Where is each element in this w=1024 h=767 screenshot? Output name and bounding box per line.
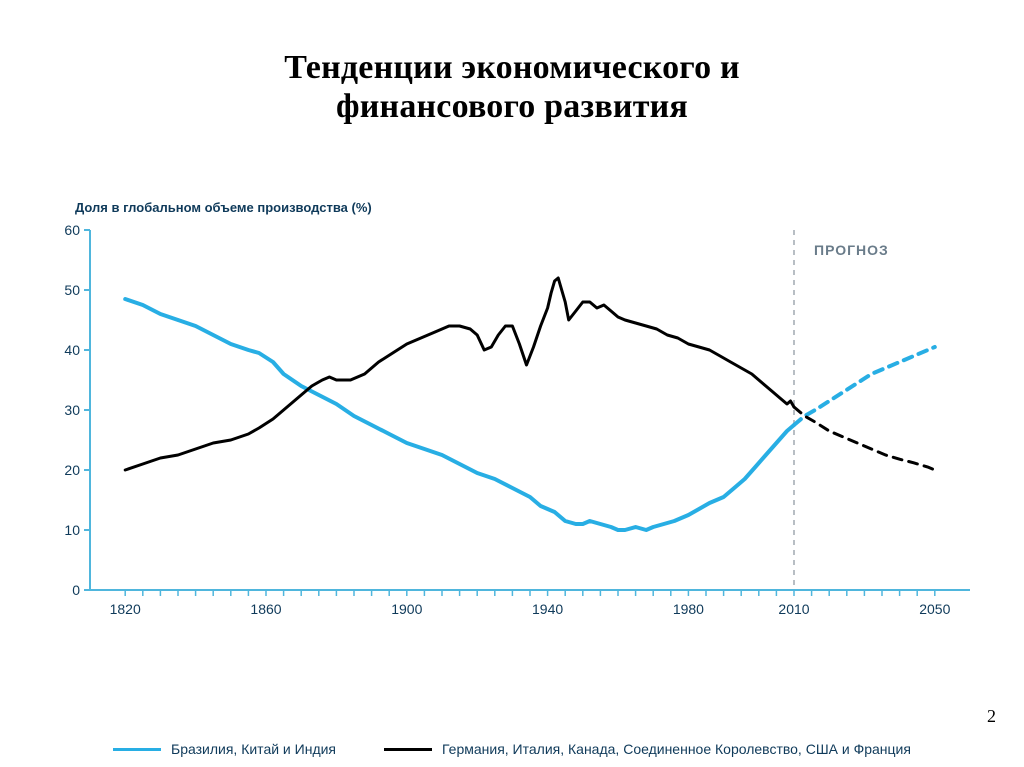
legend-label: Германия, Италия, Канада, Соединенное Ко… <box>442 741 911 757</box>
legend-swatch <box>384 748 432 751</box>
chart-area: 0 10 20 30 40 50 60 1820 1860 1900 1940 1980 2010 205… <box>50 220 980 640</box>
legend-item-emerging: Бразилия, Китай и Индия <box>113 741 336 757</box>
page-number: 2 <box>987 706 996 727</box>
legend-label: Бразилия, Китай и Индия <box>171 741 336 757</box>
svg-text:2010: 2010 <box>778 601 809 617</box>
chart-subtitle: Доля в глобальном объеме производства (%… <box>75 200 372 215</box>
svg-text:2050: 2050 <box>919 601 950 617</box>
svg-text:30: 30 <box>64 402 80 418</box>
slide-title: Тенденции экономического и финансового р… <box>0 48 1024 126</box>
legend-item-advanced: Германия, Италия, Канада, Соединенное Ко… <box>384 741 911 757</box>
svg-text:40: 40 <box>64 342 80 358</box>
svg-text:1900: 1900 <box>391 601 422 617</box>
svg-text:1940: 1940 <box>532 601 563 617</box>
svg-text:1820: 1820 <box>110 601 141 617</box>
legend-swatch <box>113 748 161 751</box>
forecast-label: ПРОГНОЗ <box>814 242 889 258</box>
svg-text:10: 10 <box>64 522 80 538</box>
svg-text:60: 60 <box>64 222 80 238</box>
svg-text:1980: 1980 <box>673 601 704 617</box>
chart-svg: 0 10 20 30 40 50 60 1820 1860 1900 1940 1980 2010 205… <box>50 220 980 640</box>
svg-text:0: 0 <box>72 582 80 598</box>
svg-text:1860: 1860 <box>250 601 281 617</box>
title-line-2: финансового развития <box>336 88 688 125</box>
svg-text:50: 50 <box>64 282 80 298</box>
title-line-1: Тенденции экономического и <box>284 49 740 86</box>
svg-text:20: 20 <box>64 462 80 478</box>
chart-legend: Бразилия, Китай и Индия Германия, Италия,… <box>0 741 1024 757</box>
